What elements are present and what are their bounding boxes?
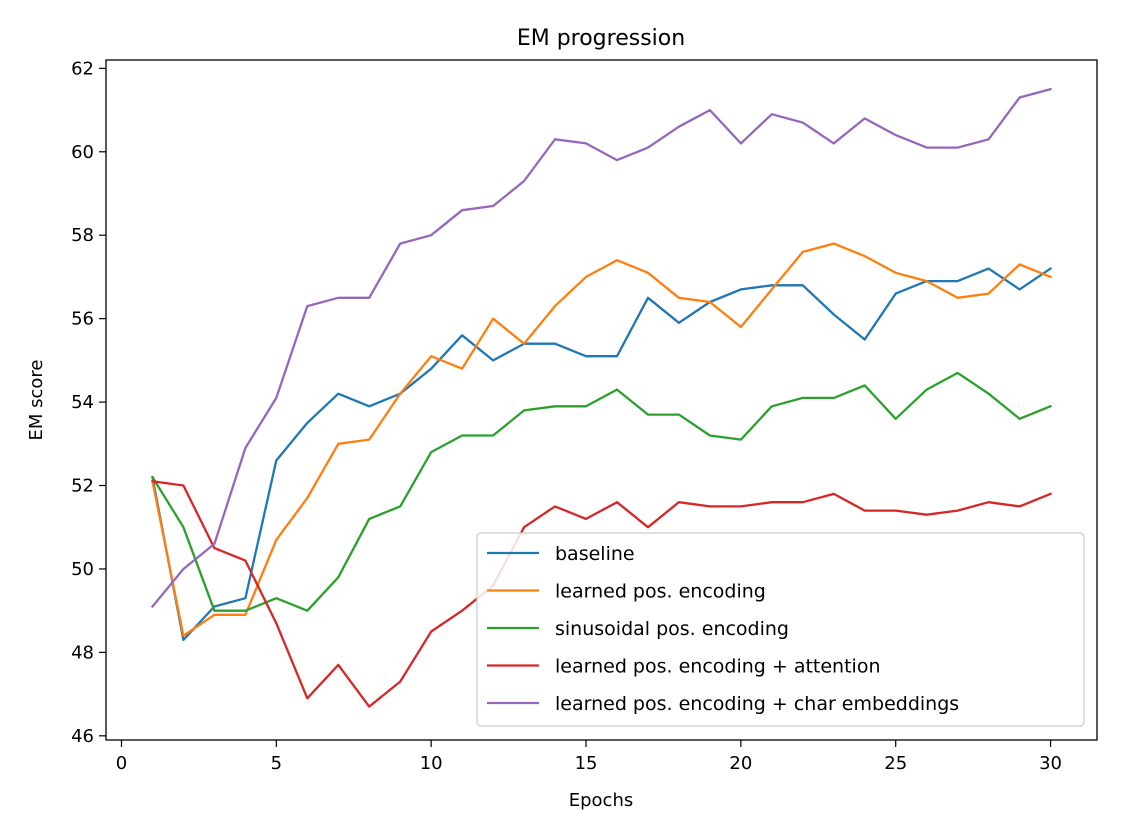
series-line-2 xyxy=(150,371,1052,612)
chart-title: EM progression xyxy=(517,26,685,51)
y-tick-label: 54 xyxy=(71,392,94,413)
y-tick-label: 46 xyxy=(71,726,94,747)
series-line-0 xyxy=(151,267,1053,642)
x-tick-label: 30 xyxy=(1039,753,1062,774)
x-tick-label: 0 xyxy=(116,753,127,774)
series-line-3 xyxy=(151,480,1052,708)
x-axis-ticks: 0 5 10 15 20 25 30 xyxy=(116,740,1062,774)
y-tick-label: 58 xyxy=(71,225,94,246)
legend-label-4: learned pos. encoding + char embeddings xyxy=(555,693,959,715)
y-tick-label: 50 xyxy=(71,559,94,580)
y-tick-label: 52 xyxy=(71,476,94,497)
legend-box xyxy=(476,532,1085,727)
y-tick-label: 56 xyxy=(71,309,94,330)
legend-label-0: baseline xyxy=(555,543,635,565)
x-tick-label: 20 xyxy=(729,753,752,774)
y-axis-ticks: 46 48 50 52 54 56 58 60 62 xyxy=(71,58,106,747)
x-axis-title: Epochs xyxy=(569,790,634,811)
legend-label-2: sinusoidal pos. encoding xyxy=(555,618,789,640)
plot-frame xyxy=(105,59,1098,741)
y-tick-label: 48 xyxy=(71,642,94,663)
plot-lines xyxy=(150,87,1053,708)
series-line-4 xyxy=(150,87,1052,609)
legend: baseline learned pos. encoding sinusoidal … xyxy=(476,532,1085,727)
y-axis-title: EM score xyxy=(26,360,47,441)
y-tick-label: 60 xyxy=(71,142,94,163)
y-tick-label: 62 xyxy=(71,58,94,79)
legend-label-1: learned pos. encoding xyxy=(555,581,766,603)
series-line-1 xyxy=(151,242,1052,637)
x-tick-label: 10 xyxy=(420,753,443,774)
x-tick-label: 5 xyxy=(271,753,282,774)
x-tick-label: 15 xyxy=(575,753,598,774)
x-tick-label: 25 xyxy=(884,753,907,774)
legend-label-3: learned pos. encoding + attention xyxy=(555,656,881,678)
